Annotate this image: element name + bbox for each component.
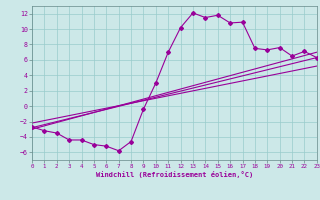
X-axis label: Windchill (Refroidissement éolien,°C): Windchill (Refroidissement éolien,°C) [96,171,253,178]
